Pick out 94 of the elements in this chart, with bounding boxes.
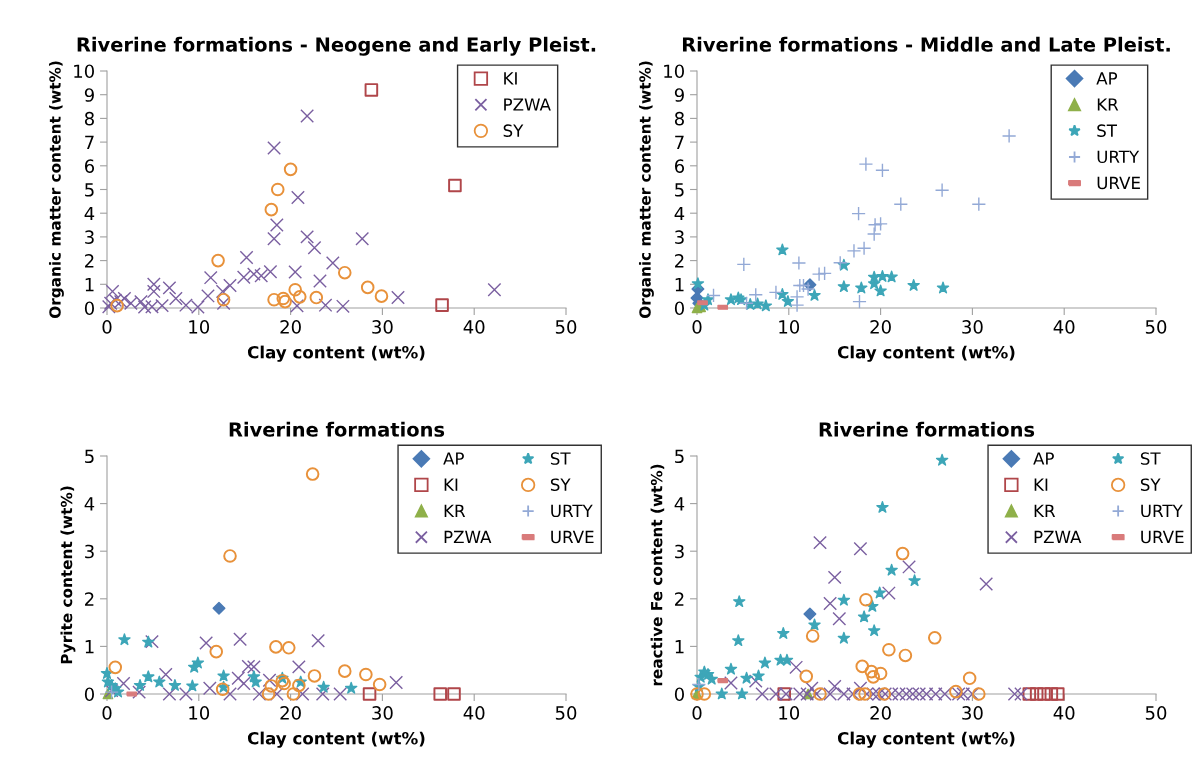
y-tick-label: 5 bbox=[85, 183, 94, 197]
legend-label: AP bbox=[1096, 72, 1118, 85]
y-tick-label: 4 bbox=[84, 497, 95, 511]
y-tick-label: 10 bbox=[74, 64, 94, 79]
x-tick-label: 30 bbox=[372, 320, 393, 334]
chart-title: Riverine formations bbox=[229, 421, 445, 437]
y-tick-label: 5 bbox=[675, 183, 684, 197]
x-tick-label: 40 bbox=[463, 706, 485, 720]
x-tick-label: 50 bbox=[555, 706, 577, 720]
y-tick-label: 2 bbox=[85, 592, 94, 606]
y-tick-label: 1 bbox=[675, 640, 684, 654]
y-tick-label: 8 bbox=[674, 111, 684, 126]
legend-label: URTY bbox=[1097, 150, 1140, 164]
y-tick-label: 4 bbox=[674, 497, 685, 511]
legend-label: SY bbox=[550, 478, 571, 491]
legend-label: URVE bbox=[551, 530, 594, 544]
y-tick-label: 4 bbox=[84, 206, 95, 221]
legend-label: PZWA bbox=[504, 98, 551, 111]
x-tick-label: 50 bbox=[1145, 706, 1167, 720]
legend-label: URTY bbox=[1141, 504, 1183, 518]
legend-label: KR bbox=[444, 504, 466, 517]
x-tick-label: 20 bbox=[870, 320, 891, 334]
y-axis-title: Pyrite content (wt%) bbox=[60, 486, 76, 664]
y-tick-label: 9 bbox=[84, 88, 94, 102]
chart-title: Riverine formations bbox=[819, 421, 1035, 437]
x-tick-label: 20 bbox=[280, 706, 301, 720]
legend-label: URVE bbox=[1097, 176, 1140, 190]
y-tick-label: 3 bbox=[85, 230, 94, 245]
y-tick-label: 1 bbox=[675, 278, 684, 292]
x-tick-label: 50 bbox=[555, 320, 577, 334]
y-tick-label: 3 bbox=[675, 544, 684, 559]
y-tick-label: 4 bbox=[674, 206, 685, 221]
y-tick-label: 5 bbox=[675, 449, 684, 464]
x-axis-title: Clay content (wt%) bbox=[837, 731, 1015, 748]
legend-label: SY bbox=[1140, 478, 1161, 491]
y-tick-label: 0 bbox=[674, 301, 684, 316]
legend-label: AP bbox=[1033, 452, 1054, 465]
y-tick-label: 5 bbox=[85, 449, 94, 464]
x-axis-title: Clay content (wt%) bbox=[247, 345, 425, 362]
legend-label: PZWA bbox=[444, 530, 492, 544]
y-tick-label: 7 bbox=[675, 135, 684, 149]
legend-label: URTY bbox=[551, 504, 593, 518]
x-tick-label: 0 bbox=[692, 320, 702, 334]
y-axis-title: reactive Fe content (wt%) bbox=[650, 464, 665, 686]
legend-label: KR bbox=[1097, 98, 1119, 111]
x-tick-label: 30 bbox=[372, 706, 393, 720]
x-axis-title: Clay content (wt%) bbox=[837, 345, 1015, 362]
y-tick-label: 1 bbox=[85, 640, 94, 654]
y-axis-title: Organic matter content (wt%) bbox=[638, 61, 654, 319]
legend-label: ST bbox=[1097, 124, 1118, 137]
x-tick-label: 0 bbox=[102, 706, 112, 720]
y-tick-label: 3 bbox=[85, 544, 94, 559]
y-tick-label: 0 bbox=[84, 301, 94, 316]
x-tick-label: 0 bbox=[102, 320, 112, 334]
x-tick-label: 20 bbox=[280, 320, 301, 334]
y-tick-label: 0 bbox=[84, 687, 94, 702]
y-tick-label: 2 bbox=[85, 254, 94, 268]
y-tick-label: 1 bbox=[85, 278, 94, 292]
x-tick-label: 10 bbox=[189, 320, 210, 334]
legend-label: AP bbox=[443, 452, 464, 465]
x-tick-label: 10 bbox=[779, 706, 800, 720]
legend-label: SY bbox=[503, 124, 524, 137]
legend-label: KI bbox=[504, 72, 517, 85]
chart-title: Riverine formations - Middle and Late Pleist. bbox=[682, 36, 1170, 52]
x-tick-label: 30 bbox=[962, 320, 983, 334]
x-tick-label: 10 bbox=[779, 320, 800, 334]
legend-label: KI bbox=[444, 478, 458, 491]
legend-label: ST bbox=[1140, 452, 1161, 465]
y-axis-title: Organic matter content (wt%) bbox=[48, 61, 64, 319]
y-tick-label: 3 bbox=[675, 230, 684, 245]
chart-title: Riverine formations - Neogene and Early Pleist. bbox=[77, 36, 596, 56]
legend-label: KR bbox=[1034, 504, 1056, 517]
x-tick-label: 20 bbox=[870, 706, 891, 720]
y-tick-label: 6 bbox=[84, 159, 95, 173]
x-tick-label: 40 bbox=[1053, 320, 1075, 334]
x-tick-label: 40 bbox=[1053, 706, 1075, 720]
legend-label: ST bbox=[550, 452, 571, 465]
y-tick-label: 2 bbox=[675, 592, 684, 606]
y-tick-label: 10 bbox=[664, 64, 684, 79]
x-tick-label: 40 bbox=[463, 320, 485, 334]
y-tick-label: 2 bbox=[675, 254, 684, 268]
x-tick-label: 10 bbox=[189, 706, 210, 720]
legend-label: URVE bbox=[1141, 530, 1184, 544]
x-axis-title: Clay content (wt%) bbox=[247, 731, 425, 748]
x-tick-label: 0 bbox=[692, 706, 702, 720]
x-tick-label: 30 bbox=[962, 706, 983, 720]
legend-label: KI bbox=[1034, 478, 1048, 491]
y-tick-label: 6 bbox=[674, 159, 685, 173]
y-tick-label: 0 bbox=[674, 687, 684, 702]
y-tick-label: 8 bbox=[84, 111, 94, 126]
y-tick-label: 9 bbox=[674, 88, 684, 102]
legend-label: PZWA bbox=[1034, 530, 1082, 544]
x-tick-label: 50 bbox=[1145, 320, 1167, 334]
y-tick-label: 7 bbox=[85, 135, 94, 149]
